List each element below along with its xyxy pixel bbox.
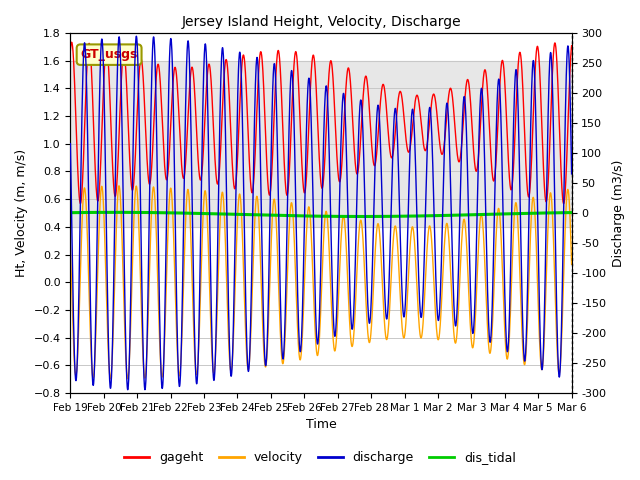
Text: GT_usgs: GT_usgs [81,48,138,61]
Bar [70,60,572,227]
Y-axis label: Ht, Velocity (m, m/s): Ht, Velocity (m, m/s) [15,149,28,277]
X-axis label: Time: Time [306,419,337,432]
Title: Jersey Island Height, Velocity, Discharge: Jersey Island Height, Velocity, Discharg… [181,15,461,29]
Y-axis label: Discharge (m3/s): Discharge (m3/s) [612,159,625,267]
Legend: gageht, velocity, discharge, dis_tidal: gageht, velocity, discharge, dis_tidal [119,446,521,469]
